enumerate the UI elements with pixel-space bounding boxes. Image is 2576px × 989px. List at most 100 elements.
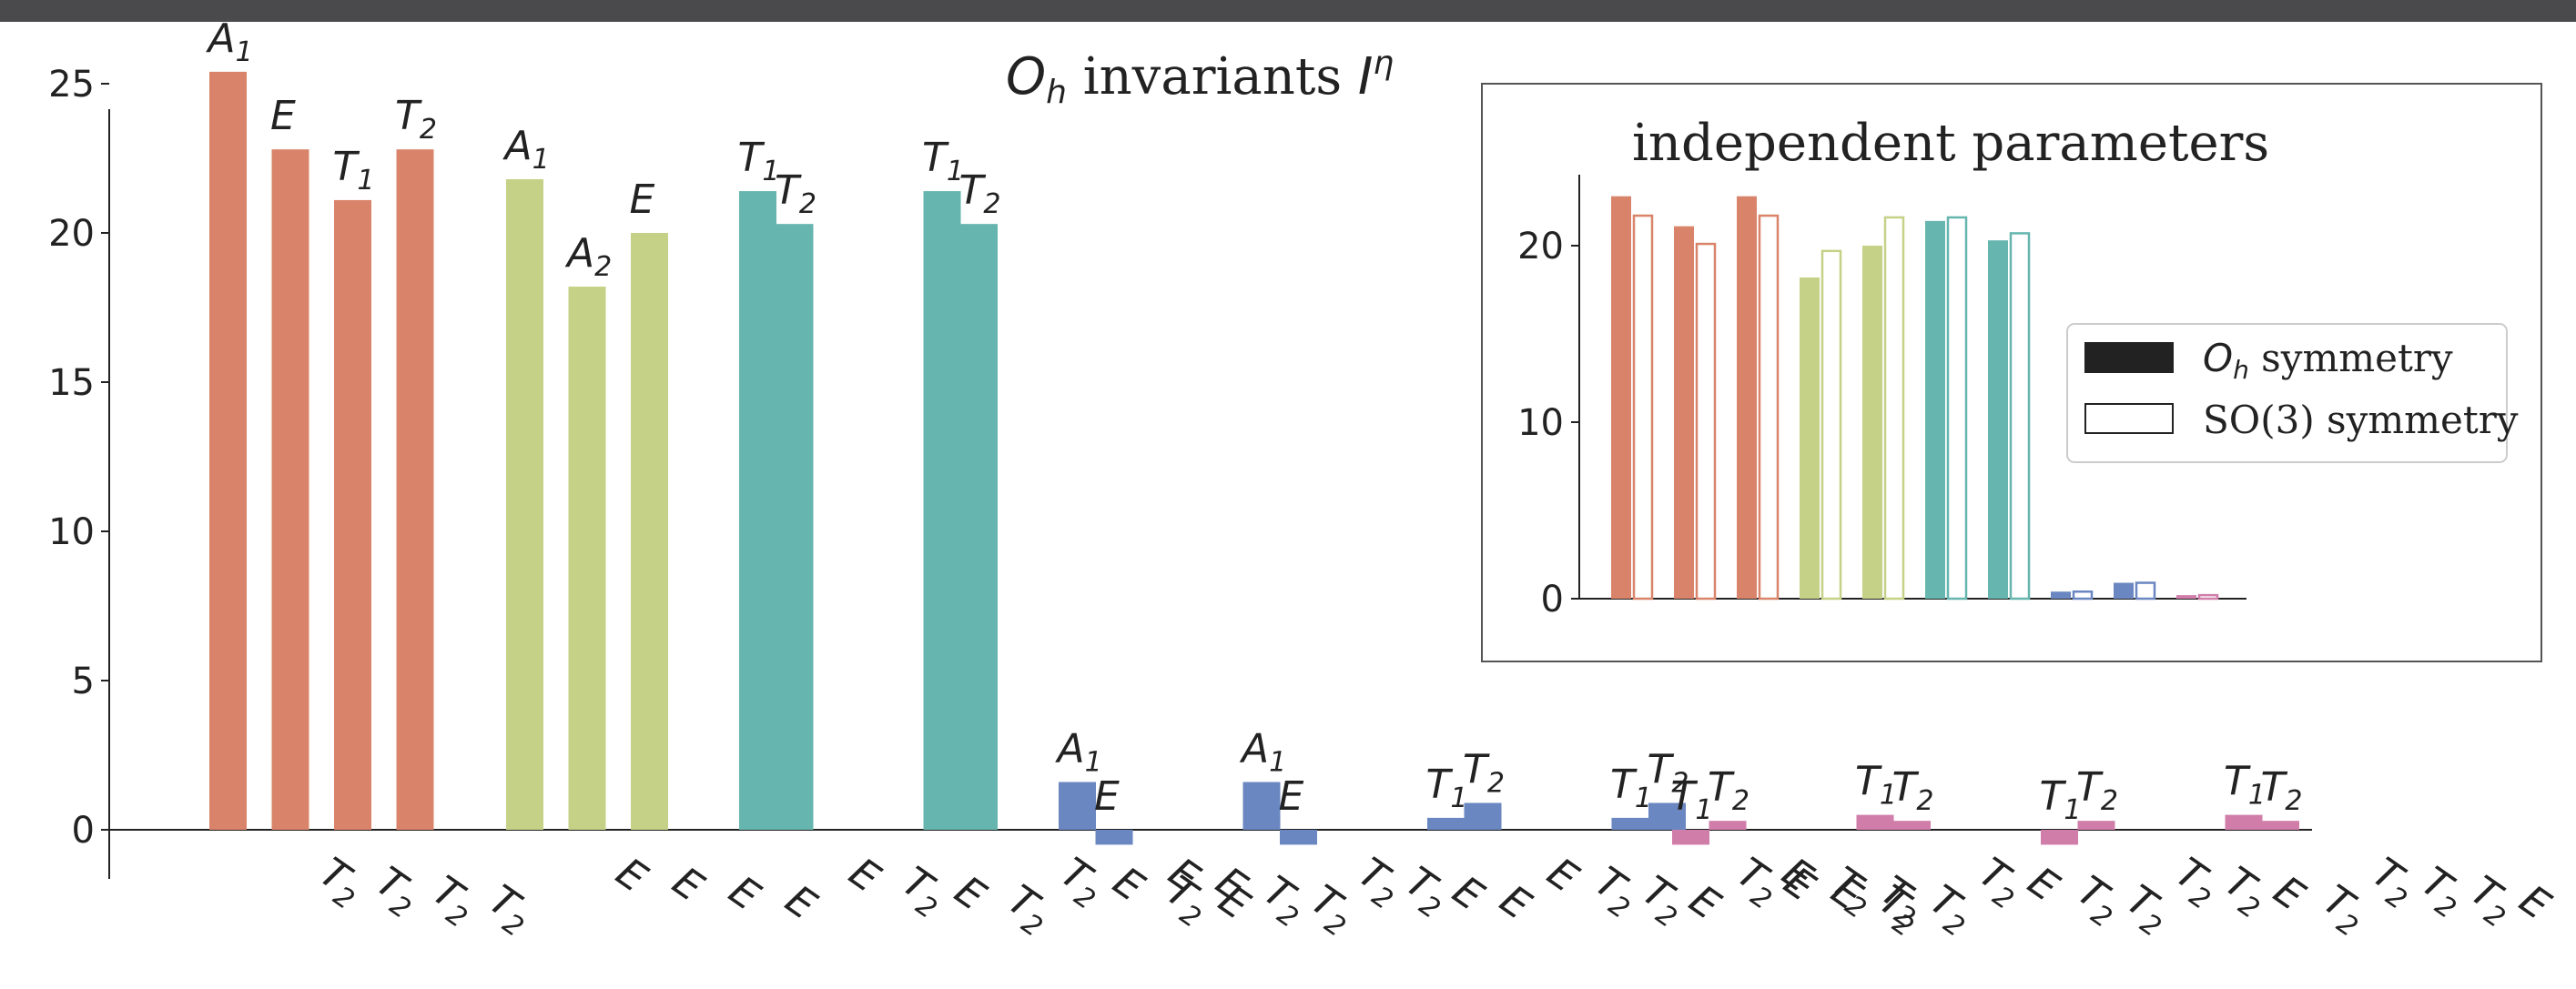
- legend-swatch-outline: [2084, 403, 2174, 434]
- main-bar: [1648, 802, 1686, 830]
- main-bar-bottom-label: E: [1681, 876, 1729, 929]
- inset-bar-so3: [1946, 216, 1968, 600]
- main-bar: [1095, 830, 1133, 845]
- main-bar-bottom-label: E: [947, 867, 994, 920]
- inset-bar-oh: [1988, 240, 2008, 599]
- main-bar-bottom-label: E: [1105, 858, 1152, 911]
- main-bar: [1242, 782, 1281, 830]
- main-bar-bottom-label: E: [2020, 858, 2067, 911]
- inset-y-tick-label: 0: [1541, 579, 1564, 621]
- main-y-tick-label: 5: [72, 661, 95, 702]
- main-bar: [334, 199, 371, 831]
- main-bar-bottom-label: T2: [1394, 858, 1458, 925]
- main-bar: [631, 233, 668, 830]
- main-bar-top-label: T1: [1610, 762, 1652, 814]
- inset-y-ticks: 0 10 20: [1517, 226, 1579, 621]
- inset-bar-oh: [1925, 220, 1945, 599]
- main-bar-top-label: E: [270, 93, 296, 139]
- inset-bar-so3: [2072, 590, 2094, 600]
- inset-y-tick-label: 20: [1517, 226, 1564, 267]
- main-bar-top-label: T2: [2261, 764, 2303, 817]
- main-bar-bottom-label: E: [1539, 849, 1587, 902]
- inset-bar-oh: [1611, 196, 1631, 599]
- main-bar: [1059, 782, 1096, 830]
- main-bar-bottom-label: E: [841, 849, 888, 902]
- main-bar-bottom-label: T2: [1346, 849, 1411, 916]
- inset-bars: [1611, 196, 2219, 600]
- main-bar-bottom-label: T2: [1967, 849, 2032, 916]
- main-bar-top-label: T1: [2224, 759, 2266, 812]
- main-chart-title: Oh invariants Iη: [1006, 45, 1394, 111]
- main-bar: [1464, 802, 1502, 830]
- main-bar-bottom-label: T2: [2459, 867, 2523, 934]
- main-y-ticks: 0 5 10 15 20 25: [48, 64, 109, 852]
- main-bar: [1709, 821, 1747, 830]
- main-bar-top-label: T1: [333, 144, 375, 197]
- main-bar-bottom-label: T2: [421, 867, 485, 934]
- inset-bar-oh: [1800, 277, 1820, 599]
- main-bar-bottom-label: E: [777, 876, 825, 929]
- main-y-tick-label: 10: [48, 511, 95, 553]
- main-bar-bottom-label: E: [2266, 867, 2313, 920]
- main-bar-top-label: A1: [206, 15, 253, 68]
- main-y-tick-label: 25: [48, 64, 95, 106]
- inset-bar-so3: [1758, 214, 1780, 600]
- legend-label-so3: SO(3) symmetry: [2203, 398, 2519, 442]
- main-bar-bottom-label: T2: [2360, 849, 2425, 916]
- main-bar: [2225, 814, 2263, 830]
- inset-bar-oh: [1862, 246, 1882, 599]
- main-bar: [209, 71, 247, 830]
- inset-y-tick-label: 10: [1517, 402, 1564, 444]
- main-bar-top-label: T2: [959, 167, 1001, 220]
- main-bar: [776, 224, 814, 830]
- main-bar-bottom-label: T2: [1630, 867, 1695, 934]
- main-bar-bottom-label: T2: [1869, 867, 1933, 934]
- main-bar-bottom-label: T2: [2164, 849, 2228, 916]
- main-bar-top-label: A1: [1239, 726, 1286, 779]
- main-bar-bottom-label: T2: [1252, 867, 1316, 934]
- main-bar-top-label: A1: [502, 123, 550, 176]
- inset-bar-so3: [2135, 581, 2156, 600]
- main-bar: [271, 149, 309, 830]
- main-bar-top-label: E: [1094, 773, 1120, 820]
- inset-bar-oh: [1737, 196, 1757, 599]
- main-bar: [1427, 817, 1465, 830]
- main-bar-top-label: T1: [2040, 773, 2082, 826]
- main-bar-top-label: E: [1279, 773, 1304, 820]
- inset-bar-oh: [2176, 595, 2196, 599]
- inset-bar-so3: [1820, 249, 1842, 600]
- main-bar: [2077, 821, 2115, 830]
- inset-bar-oh: [1674, 226, 1694, 599]
- main-bar-top-label: A1: [1055, 726, 1102, 779]
- main-bar-bottom-label: T2: [2409, 858, 2474, 925]
- main-bar-bottom-label: T2: [2213, 858, 2277, 925]
- main-bar-bottom-label: T2: [996, 876, 1060, 944]
- main-bar-top-label: T1: [1671, 773, 1713, 826]
- main-bar-top-label: T1: [1426, 762, 1468, 814]
- main-bar: [1893, 821, 1931, 830]
- main-bar: [923, 191, 961, 830]
- main-bar-bottom-label: T2: [364, 858, 429, 925]
- main-bar-top-label: T1: [1855, 759, 1897, 812]
- main-bar-bottom-label: E: [1445, 867, 1492, 920]
- main-bar-bottom-label: T2: [1583, 858, 1648, 925]
- main-bar-top-label: A2: [564, 230, 612, 283]
- main-bar-bottom-label: T2: [477, 876, 542, 944]
- main-bar-top-label: E: [630, 177, 655, 223]
- main-bar-bottom-label: T2: [1049, 849, 1113, 916]
- main-bar: [1856, 814, 1894, 830]
- main-bar-bottom-label: T2: [308, 849, 372, 916]
- main-y-tick-label: 15: [48, 362, 95, 404]
- inset-bar-so3: [2009, 232, 2031, 600]
- main-bar-top-label: T1: [738, 135, 780, 187]
- main-bar-bottom-label: E: [608, 849, 655, 902]
- main-bar-bottom-label: E: [1492, 876, 1539, 929]
- inset-title: independent parameters: [1632, 114, 2269, 173]
- inset-bar-so3: [1632, 214, 1654, 600]
- main-bar-top-label: T2: [395, 93, 437, 146]
- main-bar: [2041, 830, 2078, 845]
- legend-label-oh: Oh symmetry: [2203, 336, 2453, 385]
- inset-bar-so3: [2197, 593, 2219, 600]
